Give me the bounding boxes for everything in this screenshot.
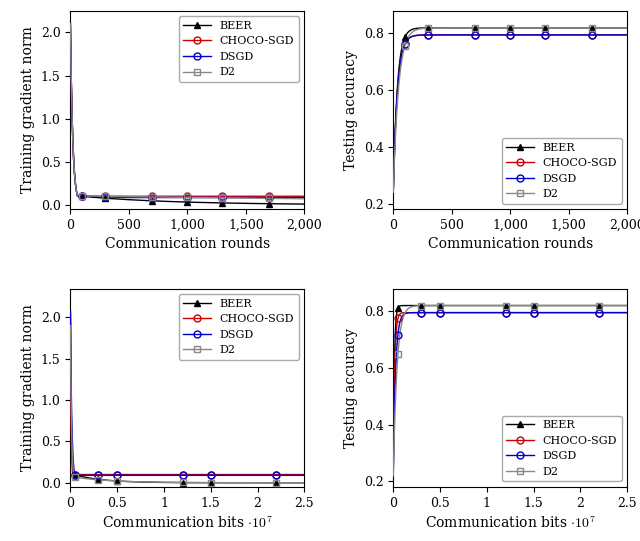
Y-axis label: Testing accuracy: Testing accuracy <box>344 328 358 447</box>
Y-axis label: Training gradient norm: Training gradient norm <box>21 304 35 471</box>
Y-axis label: Testing accuracy: Testing accuracy <box>344 50 358 170</box>
Legend: BEER, CHOCO-SGD, DSGD, D2: BEER, CHOCO-SGD, DSGD, D2 <box>502 416 621 481</box>
Legend: BEER, CHOCO-SGD, DSGD, D2: BEER, CHOCO-SGD, DSGD, D2 <box>502 138 621 203</box>
X-axis label: Communication rounds: Communication rounds <box>105 237 270 252</box>
Y-axis label: Training gradient norm: Training gradient norm <box>21 27 35 194</box>
X-axis label: Communication bits $\cdot10^7$: Communication bits $\cdot10^7$ <box>102 515 273 531</box>
X-axis label: Communication rounds: Communication rounds <box>428 237 593 252</box>
Legend: BEER, CHOCO-SGD, DSGD, D2: BEER, CHOCO-SGD, DSGD, D2 <box>179 16 299 82</box>
X-axis label: Communication bits $\cdot10^7$: Communication bits $\cdot10^7$ <box>425 515 596 531</box>
Legend: BEER, CHOCO-SGD, DSGD, D2: BEER, CHOCO-SGD, DSGD, D2 <box>179 294 299 360</box>
